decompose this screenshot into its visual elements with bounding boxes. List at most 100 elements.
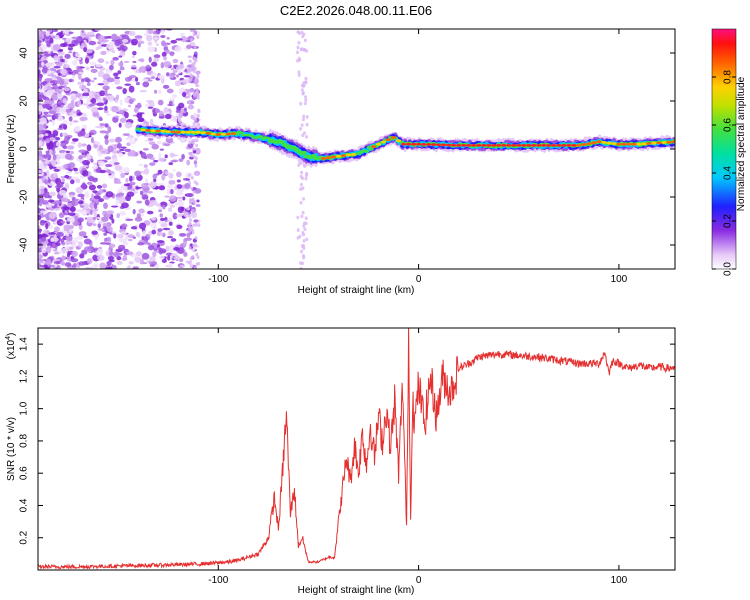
- spectrogram-speckle: [140, 213, 145, 217]
- spectrogram-speckle: [86, 144, 92, 152]
- spectrogram-speckle: [299, 127, 303, 131]
- spectrogram-speckle: [78, 155, 83, 160]
- spectrogram-ridge-core: [320, 157, 327, 160]
- spectrogram-speckle: [38, 66, 41, 71]
- spectrogram-ridge-core: [486, 144, 492, 147]
- spectrogram-speckle: [63, 78, 70, 83]
- spectrogram-speckle: [110, 59, 115, 66]
- spectrogram-speckle: [160, 29, 165, 34]
- spectrogram-speckle: [183, 251, 188, 257]
- spectrogram-speckle: [57, 128, 64, 131]
- spectrogram-speckle: [187, 55, 192, 59]
- spectrogram-ridge-core: [230, 132, 236, 136]
- spectrogram-speckle: [89, 209, 93, 216]
- spectrogram-speckle: [95, 63, 102, 68]
- spectrogram-speckle: [67, 43, 76, 48]
- spectrogram-speckle: [38, 238, 42, 244]
- spectrogram-speckle: [39, 156, 45, 161]
- spectrogram-speckle: [183, 107, 187, 112]
- spectrogram-speckle: [305, 115, 309, 119]
- spectrogram-speckle: [153, 159, 159, 163]
- spectrogram-speckle: [300, 88, 304, 92]
- spectrogram-speckle: [38, 197, 41, 205]
- spectrogram-speckle: [114, 78, 121, 85]
- spectrogram-speckle: [191, 65, 195, 70]
- spectrogram-speckle: [195, 204, 201, 207]
- spectrogram-speckle: [151, 229, 157, 235]
- spectrogram-speckle: [178, 102, 185, 109]
- spectrogram-speckle: [92, 223, 97, 227]
- spectrogram-speckle: [97, 254, 105, 261]
- spectrogram-speckle: [138, 208, 145, 214]
- snr-ytick-label: 1.4: [19, 337, 30, 351]
- spectrogram-speckle: [112, 56, 119, 61]
- spectrogram-ridge-core: [431, 143, 437, 147]
- spectrogram-speckle: [148, 181, 157, 189]
- spectrogram-speckle: [168, 162, 174, 166]
- spectrogram-speckle: [299, 182, 303, 187]
- spectrogram-ridge-core: [661, 141, 667, 144]
- spectrogram-speckle: [303, 227, 307, 232]
- spectrogram-speckle: [124, 76, 131, 82]
- spectrogram-speckle: [40, 210, 47, 213]
- spectrogram-speckle: [178, 158, 184, 163]
- spectrogram-speckle: [134, 137, 138, 142]
- spectrogram-speckle: [67, 102, 75, 110]
- spectrogram-speckle: [94, 125, 103, 128]
- spectrogram-speckle: [68, 31, 74, 34]
- spectrogram-speckle: [175, 38, 183, 41]
- spectrogram-speckle: [169, 51, 175, 57]
- spectrogram-speckle: [302, 83, 306, 88]
- spectrogram-speckle: [96, 102, 105, 107]
- spectrogram-speckle: [192, 190, 196, 194]
- spectrogram-speckle: [299, 266, 303, 269]
- spectrogram-speckle: [59, 102, 66, 106]
- spectrogram-ridge-core: [190, 130, 196, 134]
- spectrogram-speckle: [189, 156, 194, 160]
- spectrogram-speckle: [177, 69, 182, 74]
- spectrogram-speckle: [51, 93, 58, 101]
- spectrogram-speckle: [40, 233, 49, 238]
- spectrogram-speckle: [38, 137, 44, 142]
- spectrogram-speckle: [182, 91, 187, 98]
- spectrogram-speckle: [55, 88, 61, 94]
- spectrogram-speckle: [195, 252, 199, 257]
- spectrogram-speckle: [75, 186, 84, 194]
- spectrogram-speckle: [187, 143, 194, 149]
- spectrogram-speckle: [193, 188, 202, 194]
- spectrogram-speckle: [153, 222, 157, 229]
- spectrogram-speckle: [166, 188, 170, 195]
- spectrogram-speckle: [132, 60, 137, 64]
- spectrogram-ridge-core: [220, 132, 226, 136]
- spectrogram-ridge-core: [325, 156, 332, 160]
- spectrogram-speckle: [166, 72, 170, 77]
- spectrogram-speckle: [164, 219, 169, 222]
- spectrogram-speckle: [118, 169, 123, 174]
- spectrogram-ridge-core: [636, 142, 642, 146]
- spectrogram-speckle: [82, 159, 91, 166]
- spectrogram-speckle: [83, 238, 92, 245]
- spectrogram-speckle: [296, 30, 300, 34]
- spectrogram-speckle: [139, 89, 147, 93]
- spectrogram-speckle: [88, 40, 97, 46]
- spectrogram-speckle: [149, 199, 158, 206]
- spectrogram-speckle: [179, 258, 184, 263]
- spectrogram-ridge-core: [160, 129, 166, 133]
- spectrogram-speckle: [93, 195, 101, 200]
- spectrogram-speckle: [297, 70, 301, 74]
- spectrogram-speckle: [86, 78, 91, 83]
- spectrogram-speckle: [88, 132, 94, 136]
- spectrogram-speckle: [188, 214, 192, 218]
- spectrogram-speckle: [148, 230, 153, 236]
- spectrogram-speckle: [60, 68, 68, 76]
- spectrogram-speckle: [188, 105, 192, 110]
- spectrogram-speckle: [113, 158, 119, 163]
- spectrogram-speckle: [44, 53, 52, 57]
- spectrogram-speckle: [124, 111, 129, 119]
- spectrogram-speckle: [56, 218, 64, 226]
- spectrogram-speckle: [304, 98, 308, 102]
- spectrogram-speckle: [180, 122, 187, 126]
- spectrogram-speckle: [65, 153, 73, 160]
- spectrogram-speckle: [71, 242, 77, 248]
- spectrogram-speckle: [186, 193, 194, 198]
